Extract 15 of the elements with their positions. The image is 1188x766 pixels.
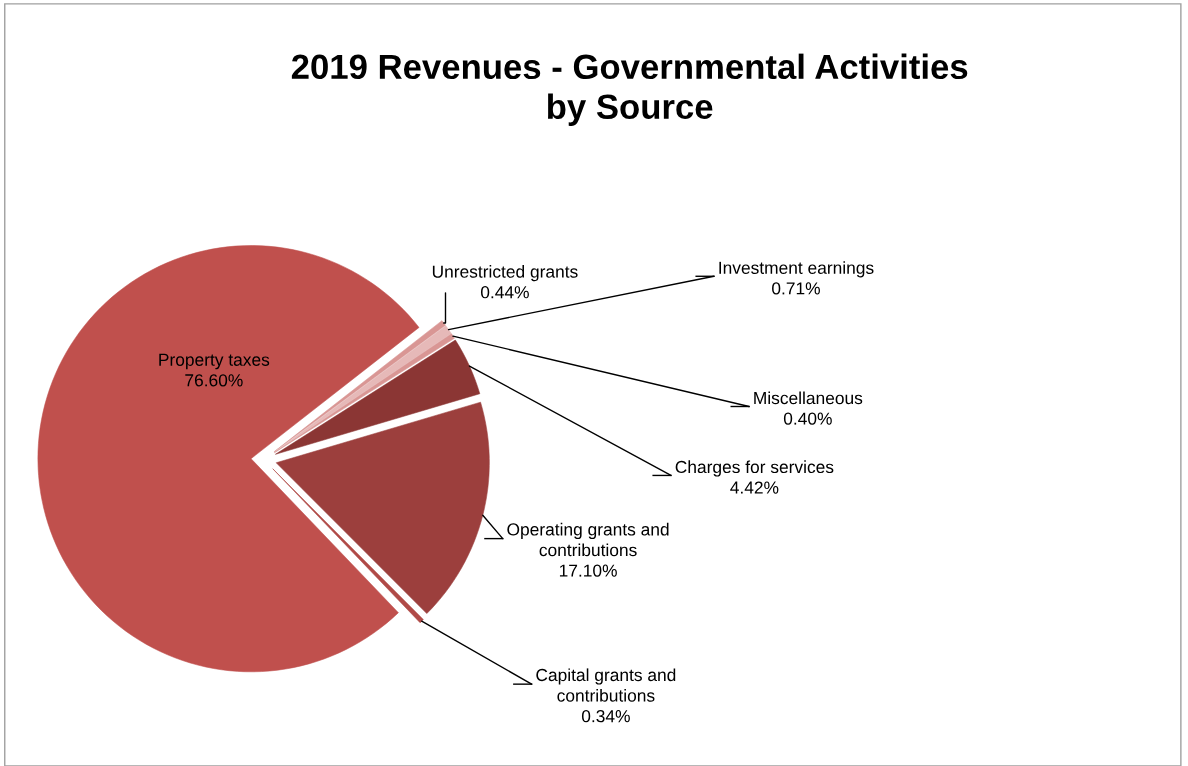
- data-label: 0.34%: [581, 710, 630, 723]
- data-label: 0.40%: [783, 412, 832, 425]
- data-label: 76.60%: [185, 374, 243, 387]
- slice-label: Unrestricted grants: [432, 265, 578, 282]
- slice-label: Capital grants and contributions: [536, 668, 676, 702]
- slice-label: Operating grants and contributions: [507, 522, 669, 557]
- data-label: 4.42%: [730, 481, 779, 494]
- slice-label: Investment earnings: [719, 261, 874, 278]
- slice-label: Charges for services: [675, 460, 834, 477]
- data-label: 0.44%: [480, 286, 529, 299]
- data-label: 17.10%: [559, 564, 617, 577]
- chart-title: 2019 Revenues - Governmental Activities by Source: [291, 53, 968, 126]
- slice-label: Property taxes: [159, 353, 270, 370]
- slice-label: Miscellaneous: [754, 391, 863, 405]
- data-label: 0.71%: [772, 282, 820, 295]
